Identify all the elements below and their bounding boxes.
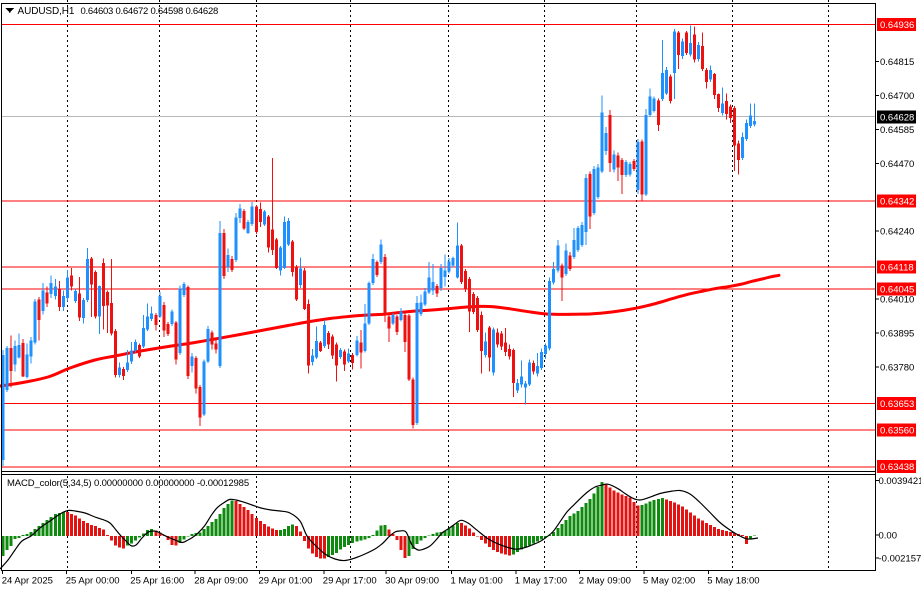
svg-text:0.64815: 0.64815 xyxy=(880,57,914,68)
svg-text:25 Apr 16:00: 25 Apr 16:00 xyxy=(130,576,184,587)
svg-text:5 May 18:00: 5 May 18:00 xyxy=(707,576,759,587)
svg-text:29 Apr 01:00: 29 Apr 01:00 xyxy=(259,576,313,587)
svg-text:0.64700: 0.64700 xyxy=(880,91,914,102)
svg-text:0.64045: 0.64045 xyxy=(880,285,914,296)
svg-text:0.64628: 0.64628 xyxy=(880,112,914,123)
svg-text:0.64470: 0.64470 xyxy=(880,159,914,170)
svg-text:AUDUSD,H1: AUDUSD,H1 xyxy=(18,6,75,17)
svg-text:0.64585: 0.64585 xyxy=(880,125,914,136)
svg-text:0.00: 0.00 xyxy=(879,531,898,542)
svg-text:-0.0021570: -0.0021570 xyxy=(879,554,921,565)
svg-text:0.63560: 0.63560 xyxy=(880,426,914,437)
svg-text:29 Apr 17:00: 29 Apr 17:00 xyxy=(323,576,377,587)
svg-text:0.63438: 0.63438 xyxy=(880,462,914,473)
svg-text:0.64118: 0.64118 xyxy=(880,262,914,273)
svg-text:0.0039421: 0.0039421 xyxy=(879,476,921,487)
svg-text:0.64936: 0.64936 xyxy=(880,20,914,31)
svg-text:MACD_color(5,34,5) 0.00000000: MACD_color(5,34,5) 0.00000000 0.00000000… xyxy=(7,478,249,489)
svg-text:0.64240: 0.64240 xyxy=(880,227,914,238)
svg-text:5 May 02:00: 5 May 02:00 xyxy=(643,576,695,587)
svg-text:0.64342: 0.64342 xyxy=(880,197,914,208)
svg-text:30 Apr 09:00: 30 Apr 09:00 xyxy=(385,576,439,587)
svg-text:24 Apr 2025: 24 Apr 2025 xyxy=(2,576,53,587)
svg-text:28 Apr 09:00: 28 Apr 09:00 xyxy=(194,576,248,587)
svg-text:1 May 17:00: 1 May 17:00 xyxy=(515,576,567,587)
svg-text:25 Apr 00:00: 25 Apr 00:00 xyxy=(66,576,120,587)
svg-text:2 May 09:00: 2 May 09:00 xyxy=(579,576,631,587)
svg-text:0.63895: 0.63895 xyxy=(880,328,914,339)
svg-text:0.63653: 0.63653 xyxy=(880,399,914,410)
svg-text:0.64010: 0.64010 xyxy=(880,295,914,306)
svg-text:0.63780: 0.63780 xyxy=(880,362,914,373)
svg-text:1 May 01:00: 1 May 01:00 xyxy=(451,576,503,587)
svg-text:0.64603 0.64672 0.64598 0.6462: 0.64603 0.64672 0.64598 0.64628 xyxy=(81,6,219,17)
